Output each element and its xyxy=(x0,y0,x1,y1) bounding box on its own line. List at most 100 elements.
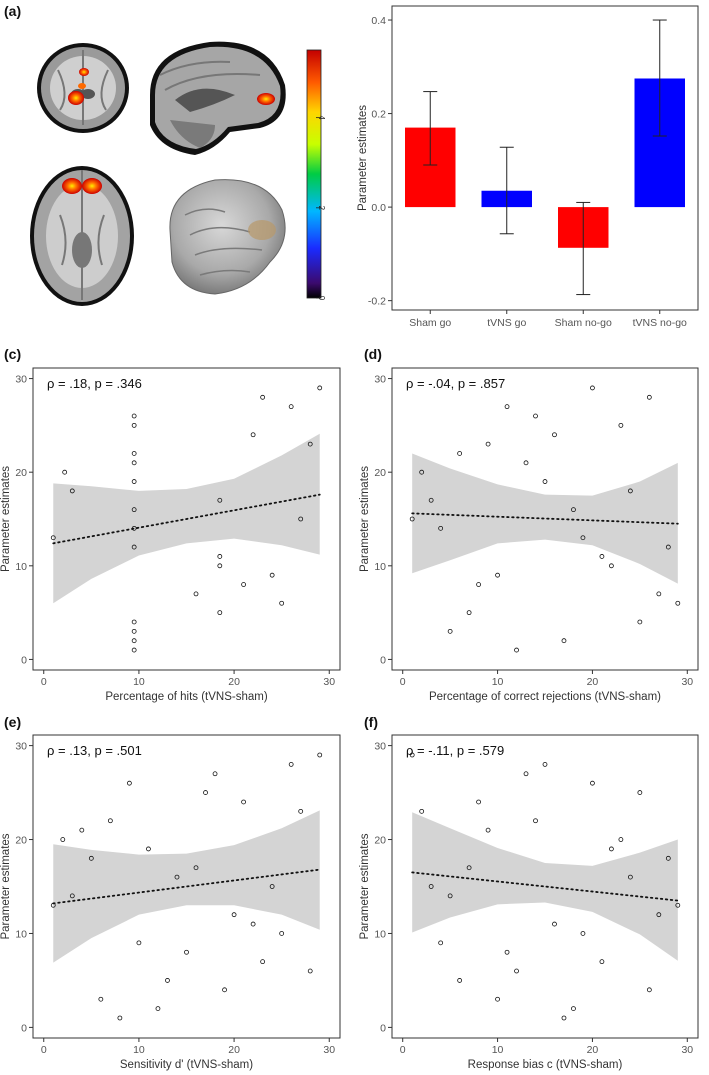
y-tick-label: 20 xyxy=(15,467,27,479)
data-point xyxy=(542,479,548,484)
coronal-brain-slice xyxy=(37,43,129,133)
data-point xyxy=(126,780,132,786)
x-tick-label: 20 xyxy=(587,1044,599,1056)
data-point xyxy=(131,638,137,644)
data-point xyxy=(165,978,170,983)
x-tick-label: tVNS go xyxy=(487,317,526,329)
panel-e: (e) 0 10 20 30 0 10 20 30 ρ = .13, p = .501 Sensit… xyxy=(0,714,341,1071)
data-point xyxy=(665,855,671,861)
x-tick-label: 30 xyxy=(323,676,335,688)
y-tick-label: 30 xyxy=(15,374,27,386)
data-point xyxy=(561,1015,567,1021)
data-point xyxy=(646,987,652,993)
data-point xyxy=(50,902,56,908)
data-point xyxy=(637,790,643,795)
y-tick-label: 20 xyxy=(374,467,386,479)
data-point xyxy=(260,959,266,965)
panel-c-label: (c) xyxy=(4,346,21,362)
data-point xyxy=(288,761,294,767)
data-point xyxy=(131,647,137,653)
data-point xyxy=(561,638,567,644)
data-point xyxy=(260,394,266,400)
data-point xyxy=(131,628,137,634)
data-point xyxy=(590,780,595,786)
data-point xyxy=(193,591,199,597)
data-point xyxy=(599,554,605,559)
data-point xyxy=(62,469,68,475)
data-point xyxy=(495,996,500,1002)
data-point xyxy=(523,771,529,777)
panel-c: (c) 0 10 20 30 0 10 20 30 ρ = .18, p = .346 Percen… xyxy=(0,346,341,703)
data-point xyxy=(485,441,491,447)
data-point xyxy=(279,600,285,606)
x-tick-label: 30 xyxy=(323,1044,335,1056)
data-point xyxy=(457,451,463,456)
confidence-band xyxy=(412,812,678,961)
data-point xyxy=(637,619,643,625)
correlation-stat: ρ = -.11, p = .579 xyxy=(406,743,504,758)
data-point xyxy=(317,385,323,391)
data-point xyxy=(419,469,425,475)
y-axis-title: Parameter estimates xyxy=(0,833,12,939)
data-point xyxy=(409,516,415,522)
data-point xyxy=(69,488,75,494)
data-point xyxy=(88,855,94,861)
panel-d-label: (d) xyxy=(364,346,382,362)
data-point xyxy=(250,432,256,438)
data-point xyxy=(79,827,85,833)
data-point xyxy=(504,949,510,955)
data-point xyxy=(428,884,434,889)
data-point xyxy=(298,516,304,522)
data-point xyxy=(447,893,453,899)
y-tick-label: 30 xyxy=(374,374,386,386)
data-point xyxy=(212,771,218,777)
x-tick-label: 20 xyxy=(587,676,599,688)
y-tick-label: 30 xyxy=(15,741,27,753)
data-point xyxy=(656,912,662,918)
x-tick-label: 10 xyxy=(133,1044,145,1056)
correlation-stat: ρ = .18, p = .346 xyxy=(47,376,142,391)
regression-line xyxy=(411,512,679,525)
regression-line xyxy=(52,493,321,545)
x-tick-label: 0 xyxy=(400,676,406,688)
data-point xyxy=(269,884,275,889)
y-axis-title: Parameter estimates xyxy=(357,105,369,211)
y-tick-label: 10 xyxy=(15,928,27,940)
data-point xyxy=(241,582,247,587)
data-point xyxy=(131,451,137,456)
x-tick-label: 20 xyxy=(228,1044,240,1056)
x-tick-label: 10 xyxy=(133,676,145,688)
y-tick-label: 0.4 xyxy=(371,15,386,27)
data-point xyxy=(203,790,208,795)
x-tick-label: 30 xyxy=(681,1044,693,1056)
data-point xyxy=(523,460,529,466)
panel-a-label: (a) xyxy=(4,3,21,19)
data-point xyxy=(107,818,113,824)
y-tick-label: 0 xyxy=(380,1022,386,1034)
y-axis-title: Parameter estimates xyxy=(359,466,371,572)
panel-e-label: (e) xyxy=(4,714,21,730)
data-point xyxy=(131,422,137,428)
data-point xyxy=(428,497,434,503)
data-point xyxy=(60,837,66,842)
correlation-stat: ρ = .13, p = .501 xyxy=(47,743,142,758)
axial-brain-slice xyxy=(30,166,134,306)
data-point xyxy=(131,413,137,419)
data-point xyxy=(571,1006,576,1012)
data-point xyxy=(217,497,223,503)
data-point xyxy=(438,940,444,946)
data-point xyxy=(514,968,519,974)
x-tick-label: 10 xyxy=(492,676,504,688)
data-point xyxy=(476,582,481,587)
data-point xyxy=(217,563,223,569)
y-tick-label: 20 xyxy=(15,835,27,847)
correlation-stat: ρ = -.04, p = .857 xyxy=(406,376,505,391)
data-point xyxy=(146,846,151,852)
x-tick-label: 10 xyxy=(492,1044,504,1056)
data-point xyxy=(50,535,56,541)
y-tick-label: 30 xyxy=(374,741,386,753)
data-point xyxy=(495,572,500,578)
colorbar-tick-label: 4 xyxy=(317,115,326,120)
panel-d: (d) 0 10 20 30 0 10 20 30 ρ = -.04, p = .857 Perce… xyxy=(359,346,699,703)
data-point xyxy=(457,978,463,983)
